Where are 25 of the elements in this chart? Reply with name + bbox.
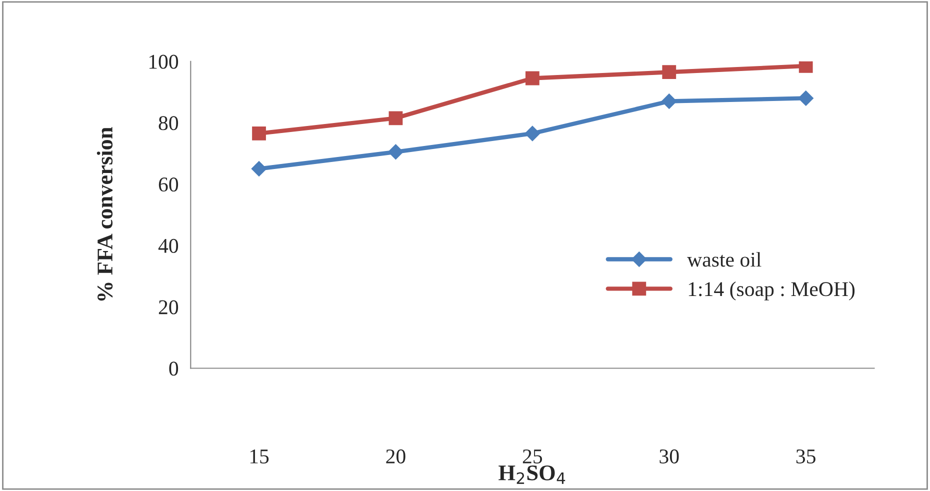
point [252, 126, 266, 140]
point [798, 61, 813, 73]
y-tick-label: 0 [169, 362, 178, 376]
x-tick-label: 15 [250, 450, 269, 464]
point [525, 71, 540, 86]
x-tick-label: 30 [660, 449, 679, 464]
y-axis-title: % FFA conversion [96, 127, 113, 301]
y-tick-label: 40 [158, 238, 178, 253]
point [524, 126, 540, 142]
point [251, 161, 267, 176]
x-tick-label: 25 [522, 449, 542, 464]
x-tick-label: 20 [386, 449, 406, 464]
x-axis-title: H$_{2}$SO$_{4}$ [498, 465, 566, 484]
point [662, 65, 676, 80]
y-tick-label: 80 [158, 116, 178, 130]
legend-label: 1:14 (soap : MeOH) [688, 282, 855, 300]
point [388, 144, 404, 160]
point [798, 90, 814, 106]
y-tick-label: 100 [149, 54, 178, 69]
legend-label: waste oil [687, 252, 762, 267]
x-tick-label: 35 [796, 449, 816, 464]
point [388, 111, 403, 126]
y-tick-label: 60 [158, 178, 178, 192]
y-tick-label: 20 [158, 300, 178, 314]
point [662, 94, 677, 109]
